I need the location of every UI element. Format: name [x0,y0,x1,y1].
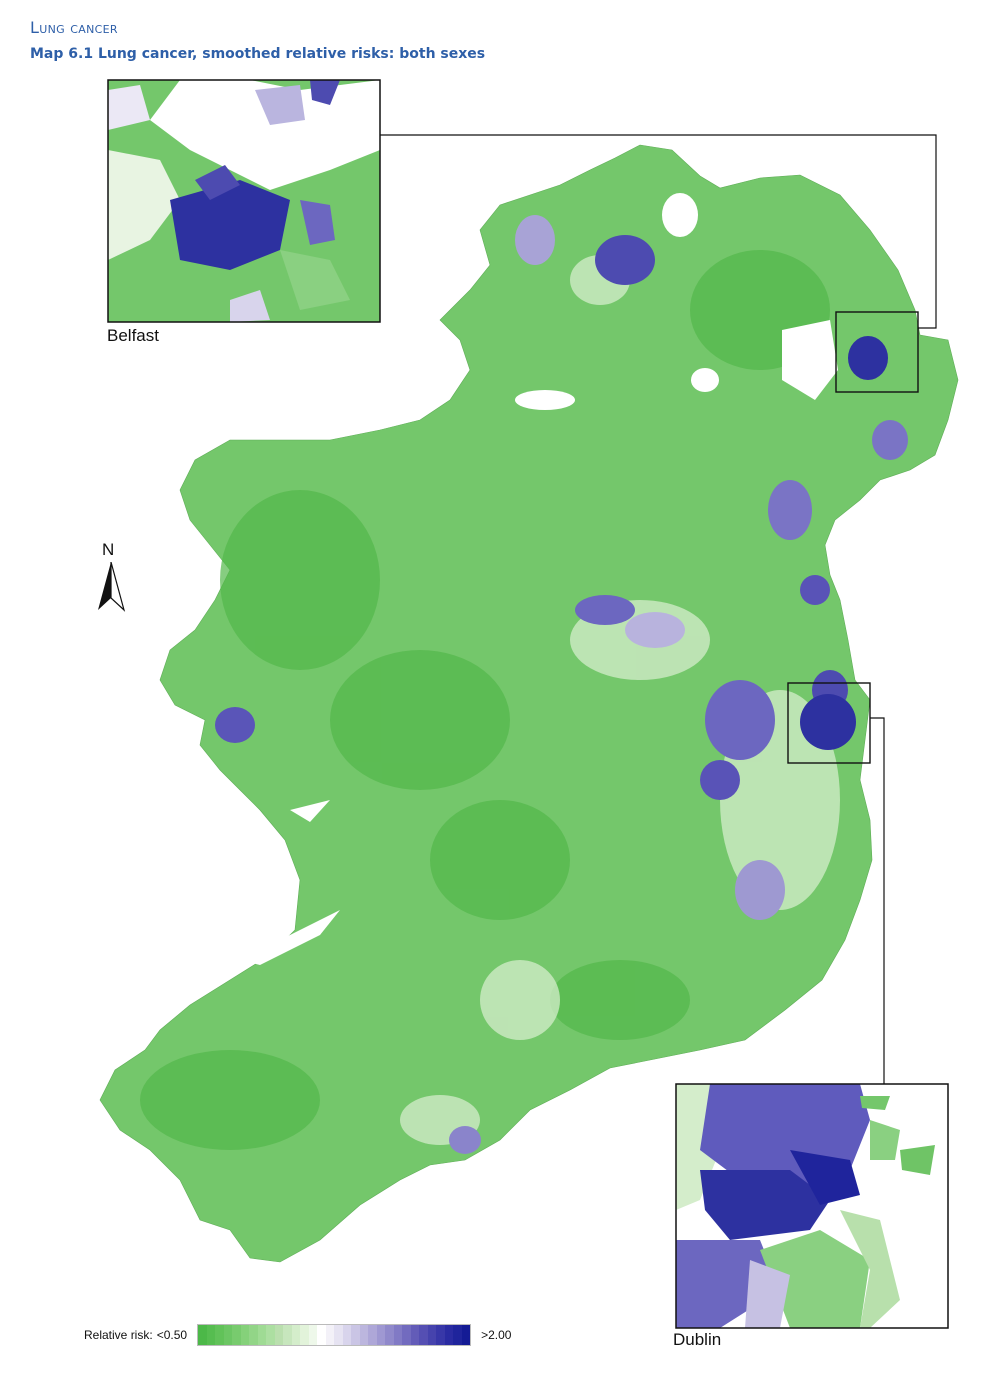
legend-swatch [410,1325,420,1345]
legend-swatch [223,1325,233,1345]
legend-swatch [342,1325,352,1345]
legend-prefix: Relative risk: [84,1328,153,1342]
dublin-inset [675,1083,949,1329]
legend-swatch [393,1325,403,1345]
belfast-inset-label: Belfast [107,326,159,345]
legend-swatch [249,1325,258,1345]
legend-swatch [351,1325,360,1345]
legend-swatch [453,1325,462,1345]
legend-swatch [274,1325,284,1345]
legend-swatch [461,1325,471,1345]
belfast-inset [107,79,381,323]
section-title: Lung cancer [30,18,118,37]
ireland-landmass [99,144,959,1263]
legend-color-scale [197,1324,472,1346]
dublin-inset-label: Dublin [673,1330,722,1349]
legend-swatch [266,1325,275,1345]
legend-swatch [300,1325,309,1345]
legend-swatch [232,1325,241,1345]
dublin-leader-line [870,717,885,1084]
legend-swatch [317,1325,326,1345]
legend-swatch [444,1325,454,1345]
legend: Relative risk: <0.50 >2.00 [84,1322,511,1348]
lakes [240,193,838,965]
legend-max-label: >2.00 [481,1328,512,1342]
legend-swatch [402,1325,411,1345]
legend-swatch [215,1325,224,1345]
legend-swatch [376,1325,386,1345]
legend-min-label: <0.50 [156,1328,188,1342]
legend-swatch [427,1325,437,1345]
legend-swatch [385,1325,394,1345]
legend-swatch [334,1325,343,1345]
belfast-extent-box [835,311,919,393]
legend-swatch [206,1325,216,1345]
north-arrow-icon [98,562,126,612]
high-risk-clusters [215,215,908,1154]
legend-swatch [436,1325,445,1345]
north-arrow: N [96,540,126,612]
belfast-leader-line [380,134,937,329]
legend-swatch [240,1325,250,1345]
legend-swatch [198,1325,207,1345]
legend-swatch [308,1325,318,1345]
legend-swatch [359,1325,369,1345]
map-title: Map 6.1 Lung cancer, smoothed relative r… [30,46,486,62]
dublin-extent-box [787,682,871,764]
legend-swatch [325,1325,335,1345]
legend-swatch [291,1325,301,1345]
legend-swatch [368,1325,377,1345]
legend-swatch [283,1325,292,1345]
legend-swatch [419,1325,428,1345]
legend-swatch [257,1325,267,1345]
north-label: N [102,540,115,559]
